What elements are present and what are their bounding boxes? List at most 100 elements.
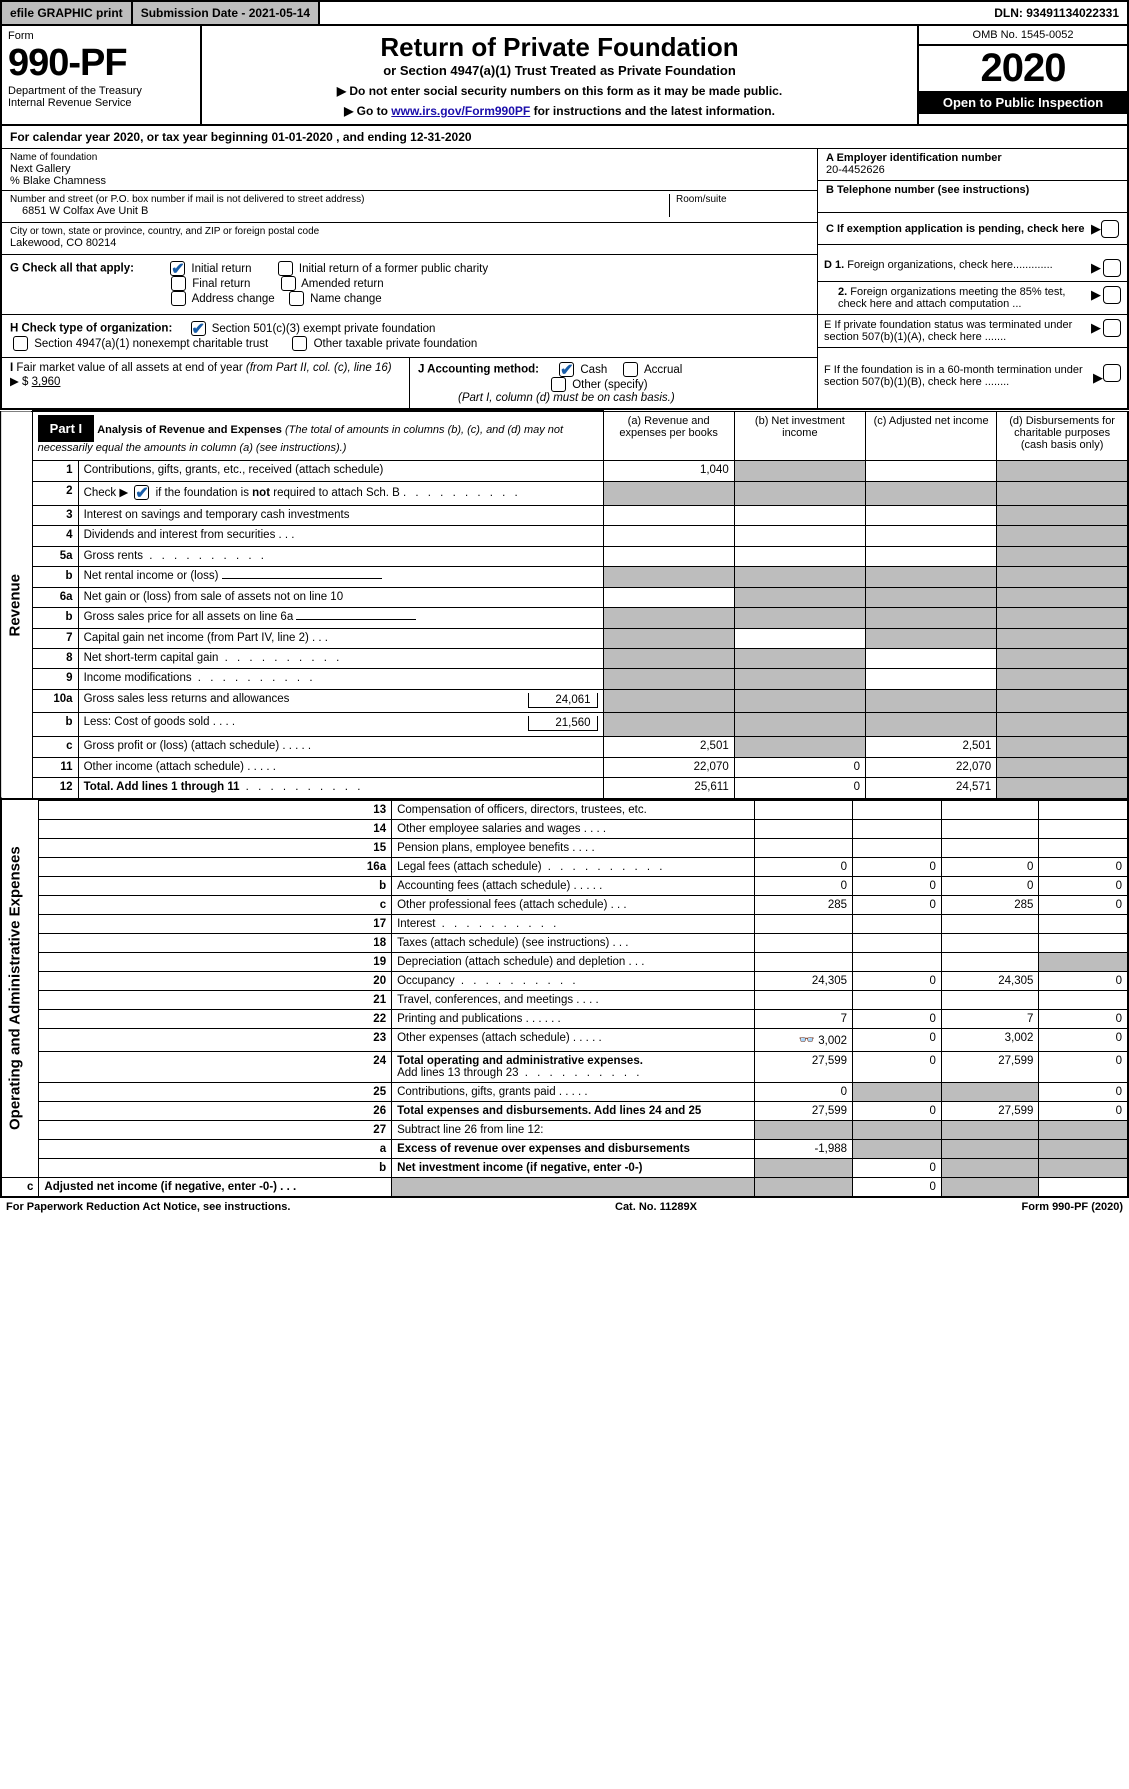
table-row: cAdjusted net income (if negative, enter… — [1, 1177, 1128, 1197]
part1-table: Revenue Part I Analysis of Revenue and E… — [0, 410, 1129, 800]
col-d: (d) Disbursements for charitable purpose… — [997, 411, 1128, 461]
addr-label: Number and street (or P.O. box number if… — [10, 194, 669, 205]
tax-year: 2020 — [919, 46, 1127, 91]
d1-text: Foreign organizations, check here.......… — [847, 259, 1052, 271]
header-note2: ▶ Go to www.irs.gov/Form990PF for instru… — [210, 104, 909, 118]
e-checkbox[interactable] — [1103, 319, 1121, 337]
cash-cb[interactable] — [559, 362, 574, 377]
initial-former-cb[interactable] — [278, 261, 293, 276]
form-header: Form 990-PF Department of the Treasury I… — [0, 26, 1129, 126]
c-label: C If exemption application is pending, c… — [826, 223, 1091, 235]
d2-checkbox[interactable] — [1103, 286, 1121, 304]
table-row: 17Interest — [1, 914, 1128, 933]
initial-return-cb[interactable] — [170, 261, 185, 276]
footer-left: For Paperwork Reduction Act Notice, see … — [6, 1201, 290, 1213]
h-501c3-cb[interactable] — [191, 321, 206, 336]
table-row: 1Contributions, gifts, grants, etc., rec… — [1, 461, 1128, 481]
h-4947-cb[interactable] — [13, 336, 28, 351]
name-label: Name of foundation — [10, 152, 809, 163]
page-footer: For Paperwork Reduction Act Notice, see … — [0, 1198, 1129, 1216]
h-other-cb[interactable] — [292, 336, 307, 351]
form-label: Form — [8, 30, 194, 42]
part1-expenses-table: Operating and Administrative Expenses 13… — [0, 800, 1129, 1198]
table-row: 15Pension plans, employee benefits . . .… — [1, 838, 1128, 857]
table-row: 2Check ▶ if the foundation is not requir… — [1, 481, 1128, 505]
care-of: % Blake Chamness — [10, 175, 809, 187]
table-row: 16aLegal fees (attach schedule)0000 — [1, 857, 1128, 876]
revenue-label: Revenue — [7, 415, 24, 795]
dln: DLN: 93491134022331 — [986, 2, 1127, 24]
table-row: 3Interest on savings and temporary cash … — [1, 506, 1128, 526]
table-row: cGross profit or (loss) (attach schedule… — [1, 737, 1128, 757]
col-b: (b) Net investment income — [734, 411, 865, 461]
f-checkbox[interactable] — [1103, 364, 1121, 382]
submission-date: Submission Date - 2021-05-14 — [133, 2, 320, 24]
j-note: (Part I, column (d) must be on cash basi… — [458, 392, 675, 404]
header-note1: ▶ Do not enter social security numbers o… — [210, 84, 909, 98]
table-row: 4Dividends and interest from securities … — [1, 526, 1128, 546]
h-section: H Check type of organization: Section 50… — [2, 315, 817, 358]
entity-info: Name of foundation Next Gallery % Blake … — [0, 149, 1129, 255]
footer-mid: Cat. No. 11289X — [615, 1201, 697, 1213]
irs: Internal Revenue Service — [8, 97, 194, 109]
table-row: 9Income modifications — [1, 669, 1128, 689]
table-row: 12Total. Add lines 1 through 1125,611024… — [1, 777, 1128, 798]
dept: Department of the Treasury — [8, 85, 194, 97]
room-label: Room/suite — [676, 194, 809, 205]
foundation-name: Next Gallery — [10, 163, 809, 175]
table-row: cOther professional fees (attach schedul… — [1, 895, 1128, 914]
expenses-label: Operating and Administrative Expenses — [1, 800, 39, 1177]
address-change-cb[interactable] — [171, 291, 186, 306]
table-row: bAccounting fees (attach schedule) . . .… — [1, 876, 1128, 895]
table-row: 25Contributions, gifts, grants paid . . … — [1, 1082, 1128, 1101]
part1-label: Part I — [38, 415, 95, 442]
ein: 20-4452626 — [826, 164, 1119, 176]
form-number: 990-PF — [8, 42, 194, 85]
table-row: 26Total expenses and disbursements. Add … — [1, 1101, 1128, 1120]
table-row: 6aNet gain or (loss) from sale of assets… — [1, 587, 1128, 607]
e-text: E If private foundation status was termi… — [824, 319, 1087, 343]
other-method-cb[interactable] — [551, 377, 566, 392]
glasses-icon[interactable]: 👓 — [799, 1032, 815, 1048]
schB-cb[interactable] — [134, 485, 149, 500]
table-row: bNet investment income (if negative, ent… — [1, 1158, 1128, 1177]
table-row: bLess: Cost of goods sold . . . .21,560 — [1, 713, 1128, 737]
table-row: bGross sales price for all assets on lin… — [1, 608, 1128, 628]
g-section: G Check all that apply: Initial return I… — [2, 255, 817, 315]
fmv-value: 3,960 — [32, 376, 61, 388]
name-change-cb[interactable] — [289, 291, 304, 306]
table-row: 10aGross sales less returns and allowanc… — [1, 689, 1128, 713]
final-return-cb[interactable] — [171, 276, 186, 291]
table-row: 11Other income (attach schedule) . . . .… — [1, 757, 1128, 777]
city-state-zip: Lakewood, CO 80214 — [10, 237, 809, 249]
c-checkbox[interactable] — [1101, 220, 1119, 238]
omb-number: OMB No. 1545-0052 — [919, 26, 1127, 46]
table-row: 7Capital gain net income (from Part IV, … — [1, 628, 1128, 648]
f-text: F If the foundation is in a 60-month ter… — [824, 364, 1089, 388]
col-c: (c) Adjusted net income — [865, 411, 996, 461]
table-row: 24Total operating and administrative exp… — [1, 1051, 1128, 1082]
footer-right: Form 990-PF (2020) — [1022, 1201, 1124, 1213]
table-row: 14Other employee salaries and wages . . … — [1, 819, 1128, 838]
efile-label: efile GRAPHIC print — [2, 2, 133, 24]
table-row: 27Subtract line 26 from line 12: — [1, 1120, 1128, 1139]
accrual-cb[interactable] — [623, 362, 638, 377]
table-row: 22Printing and publications . . . . . .7… — [1, 1009, 1128, 1028]
open-public: Open to Public Inspection — [919, 91, 1127, 114]
table-row: 18Taxes (attach schedule) (see instructi… — [1, 933, 1128, 952]
ein-label: A Employer identification number — [826, 152, 1119, 164]
form-title: Return of Private Foundation — [210, 32, 909, 63]
d1-checkbox[interactable] — [1103, 259, 1121, 277]
table-row: bNet rental income or (loss) — [1, 567, 1128, 587]
irs-link[interactable]: www.irs.gov/Form990PF — [391, 104, 530, 118]
form-subtitle: or Section 4947(a)(1) Trust Treated as P… — [210, 63, 909, 78]
table-row: 21Travel, conferences, and meetings . . … — [1, 990, 1128, 1009]
col-a: (a) Revenue and expenses per books — [603, 411, 734, 461]
table-row: 8Net short-term capital gain — [1, 649, 1128, 669]
d2-text: Foreign organizations meeting the 85% te… — [838, 286, 1066, 310]
part1-title: Analysis of Revenue and Expenses — [97, 424, 282, 436]
city-label: City or town, state or province, country… — [10, 226, 809, 237]
table-row: aExcess of revenue over expenses and dis… — [1, 1139, 1128, 1158]
amended-cb[interactable] — [281, 276, 296, 291]
tel-label: B Telephone number (see instructions) — [826, 184, 1119, 196]
